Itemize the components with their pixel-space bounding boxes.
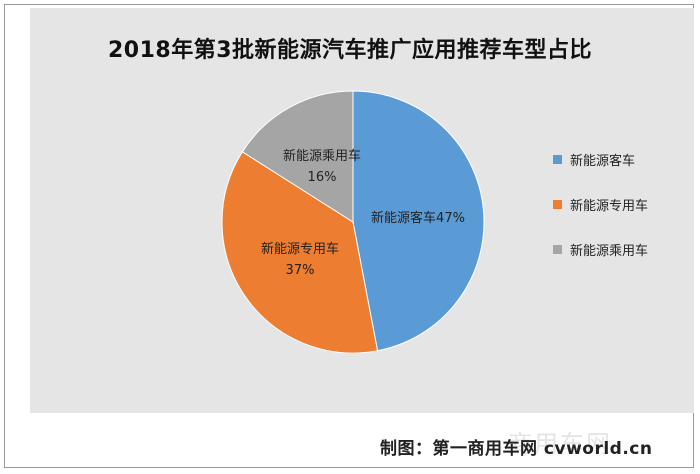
data-label-special-vehicle-pct: 37% — [286, 263, 315, 278]
pie-slice-bus — [352, 90, 485, 352]
legend-swatch-passenger-car — [553, 244, 562, 254]
legend-swatch-special-vehicle — [553, 199, 562, 209]
source-credit: 制图：第一商用车网 cvworld.cn — [380, 439, 653, 459]
pie-slice-special-vehicle — [221, 151, 379, 354]
legend-label-special-vehicle: 新能源专用车 — [570, 198, 649, 214]
data-label-passenger-car-name: 新能源乘用车 — [283, 148, 361, 164]
legend-swatch-bus — [553, 154, 562, 164]
chart-title: 2018年第3批新能源汽车推广应用推荐车型占比 — [107, 38, 593, 63]
legend: 新能源客车 新能源专用车 新能源乘用车 — [553, 148, 648, 283]
pie-slice-passenger-car — [241, 90, 354, 223]
legend-label-passenger-car: 新能源乘用车 — [570, 243, 649, 259]
data-label-special-vehicle-name: 新能源专用车 — [261, 241, 339, 257]
legend-item-passenger-car: 新能源乘用车 — [553, 238, 648, 260]
legend-item-special-vehicle: 新能源专用车 — [553, 193, 648, 215]
legend-item-bus: 新能源客车 — [553, 148, 648, 170]
data-label-passenger-car-pct: 16% — [308, 170, 337, 185]
data-label-bus: 新能源客车47% — [371, 210, 465, 226]
legend-label-bus: 新能源客车 — [570, 153, 636, 169]
